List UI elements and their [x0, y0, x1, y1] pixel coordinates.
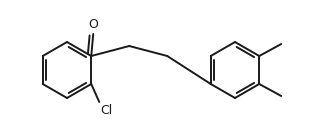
- Text: O: O: [88, 18, 98, 31]
- Text: Cl: Cl: [100, 104, 113, 117]
